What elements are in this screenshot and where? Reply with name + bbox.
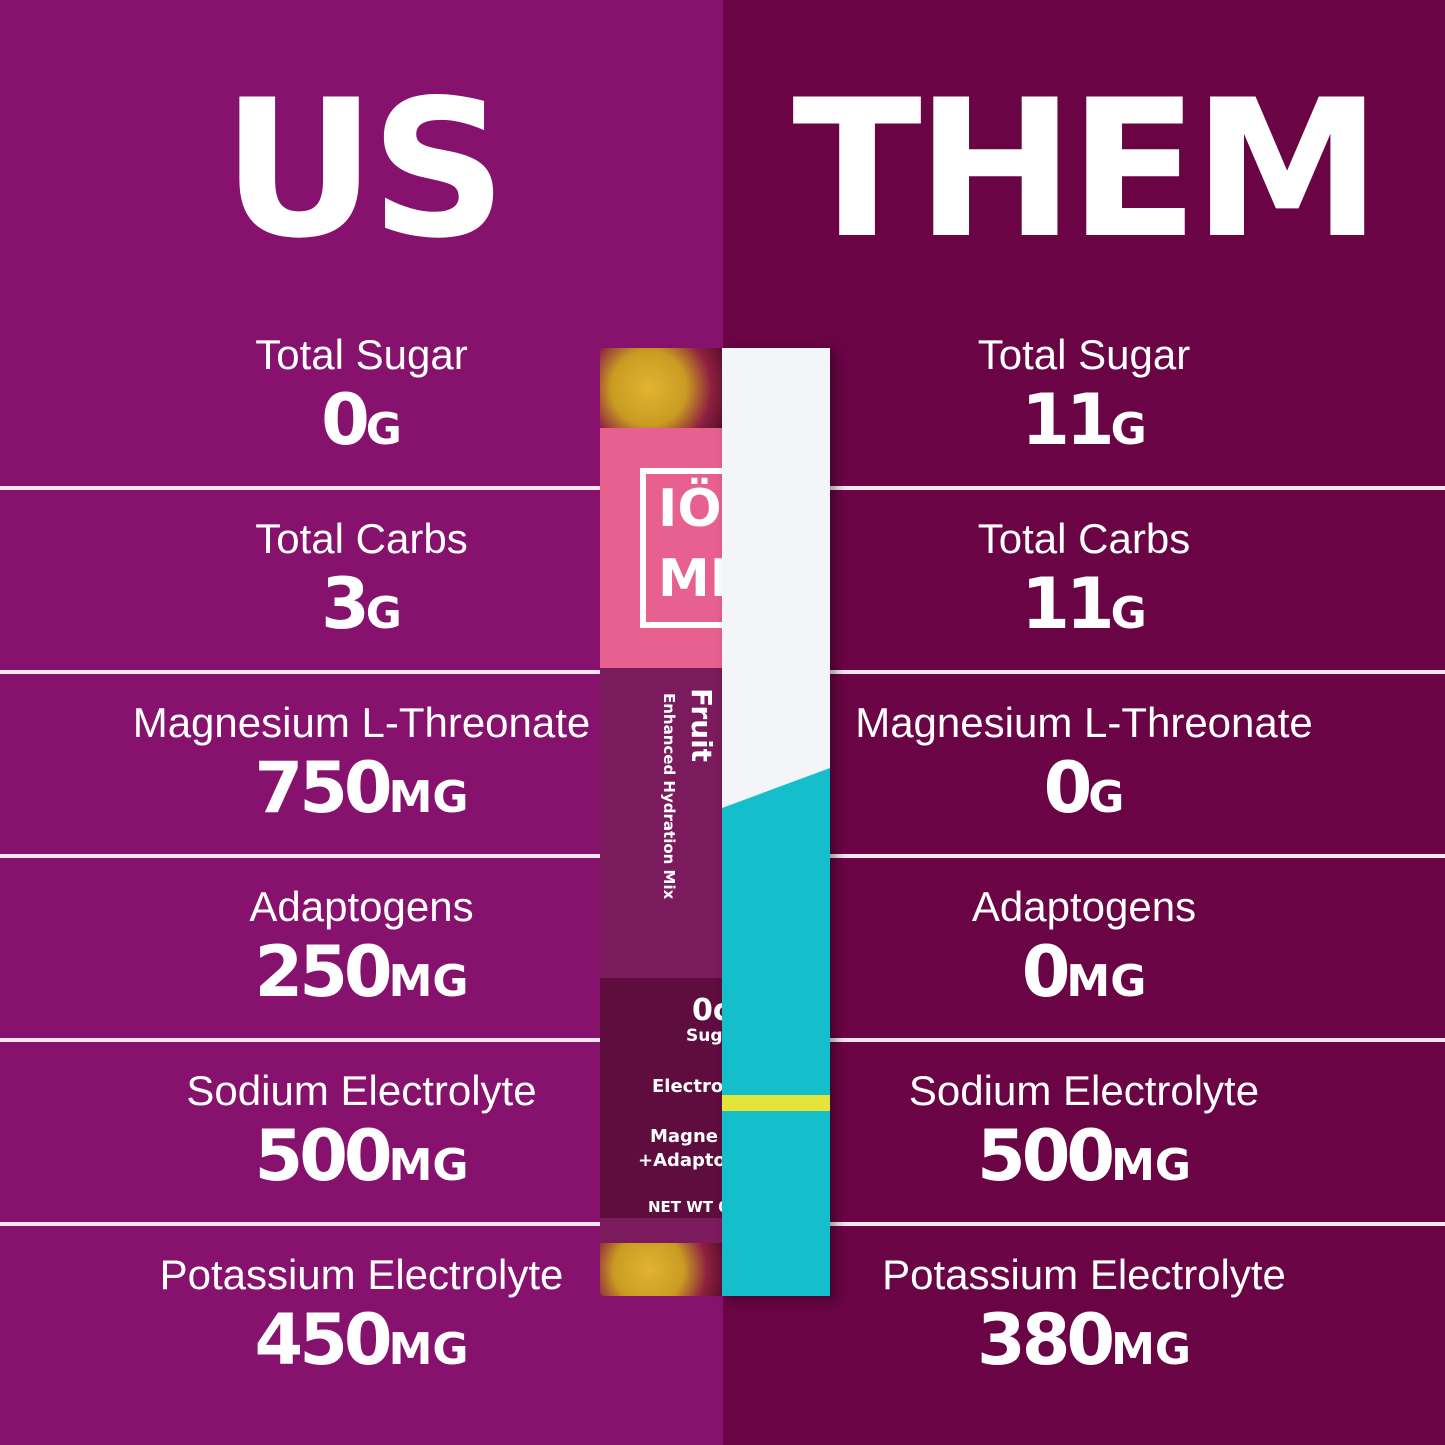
value-number: 3 xyxy=(321,563,370,645)
them-row: Total Sugar 11G xyxy=(723,330,1445,470)
value-unit: MG xyxy=(1111,1324,1192,1375)
them-row-label: Adaptogens xyxy=(971,883,1197,930)
them-row: Sodium Electrolyte 500MG xyxy=(723,1066,1445,1206)
us-row: Adaptogens 250MG xyxy=(0,882,723,1022)
them-panel: THEM Total Sugar 11G Total Carbs 11G Magne… xyxy=(723,0,1445,1445)
packet-subtitle: Enhanced Hydration Mix xyxy=(660,693,678,900)
packet-line-magnesium: Magne xyxy=(650,1126,718,1147)
them-row: Potassium Electrolyte 380MG xyxy=(723,1250,1445,1390)
us-row-value: 450MG xyxy=(0,1300,723,1390)
us-row: Magnesium L-Threonate 750MG xyxy=(0,698,723,838)
row-divider xyxy=(823,854,1445,858)
value-number: 380 xyxy=(976,1299,1115,1381)
packet-line-electrolytes: Electro xyxy=(652,1076,722,1097)
them-row: Total Carbs 11G xyxy=(723,514,1445,654)
value-unit: G xyxy=(1110,588,1147,639)
value-unit: G xyxy=(1110,404,1147,455)
value-unit: MG xyxy=(1111,1140,1192,1191)
them-row-label: Sodium Electrolyte xyxy=(908,1067,1260,1114)
value-number: 450 xyxy=(254,1299,392,1381)
row-divider xyxy=(0,486,625,490)
us-row-label: Total Sugar xyxy=(255,331,468,378)
us-row-label: Magnesium L-Threonate xyxy=(132,699,591,746)
value-number: 11 xyxy=(1021,379,1114,461)
them-row-label: Total Carbs xyxy=(977,515,1191,562)
them-row-value: 11G xyxy=(723,564,1445,654)
value-number: 11 xyxy=(1021,563,1114,645)
value-number: 0 xyxy=(1021,931,1071,1013)
value-unit: G xyxy=(1088,772,1125,823)
us-row: Potassium Electrolyte 450MG xyxy=(0,1250,723,1390)
them-row-value: 380MG xyxy=(723,1300,1445,1390)
us-row-value: 750MG xyxy=(0,748,723,838)
value-unit: MG xyxy=(1066,956,1147,1007)
us-row: Total Sugar 0G xyxy=(0,330,723,470)
packet-badge-label: Sug xyxy=(686,1026,722,1046)
brand-logo: IÖ MI xyxy=(640,468,722,628)
us-row: Total Carbs 3G xyxy=(0,514,723,654)
passion-fruit-image-bottom xyxy=(600,1243,722,1296)
us-row: Sodium Electrolyte 500MG xyxy=(0,1066,723,1206)
value-unit: MG xyxy=(388,1140,469,1191)
value-number: 0 xyxy=(321,379,370,461)
them-row-label: Potassium Electrolyte xyxy=(882,1251,1286,1298)
competitor-packet-half xyxy=(722,348,830,1296)
value-unit: MG xyxy=(388,956,469,1007)
value-unit: MG xyxy=(388,1324,469,1375)
them-row: Magnesium L-Threonate 0G xyxy=(723,698,1445,838)
them-row-value: 500MG xyxy=(723,1116,1445,1206)
packet-flavor: Fruit xyxy=(685,688,718,763)
us-row-label: Potassium Electrolyte xyxy=(159,1251,564,1298)
row-divider xyxy=(0,1038,625,1042)
row-divider xyxy=(0,1222,625,1226)
value-unit: G xyxy=(365,404,402,455)
them-row: Adaptogens 0MG xyxy=(723,882,1445,1022)
us-row-label: Adaptogens xyxy=(249,883,474,930)
passion-fruit-image xyxy=(600,348,722,428)
packet-line-adaptogens: +Adapto xyxy=(638,1150,722,1171)
value-unit: G xyxy=(365,588,402,639)
packet-badge-value: 0c xyxy=(692,993,722,1028)
product-packet-image: IÖ MI Fruit Enhanced Hydration Mix 0c Sug… xyxy=(600,348,832,1296)
row-divider xyxy=(823,670,1445,674)
us-row-label: Total Carbs xyxy=(255,515,468,562)
value-number: 750 xyxy=(254,747,392,829)
value-number: 500 xyxy=(254,1115,392,1197)
them-row-label: Total Sugar xyxy=(977,331,1191,378)
row-divider xyxy=(823,1038,1445,1042)
us-row-value: 3G xyxy=(0,564,723,654)
us-packet-half: IÖ MI Fruit Enhanced Hydration Mix 0c Sug… xyxy=(600,348,722,1296)
us-heading: US xyxy=(221,59,507,280)
row-divider xyxy=(823,1222,1445,1226)
row-divider xyxy=(0,854,625,858)
value-number: 0 xyxy=(1043,747,1093,829)
value-number: 500 xyxy=(976,1115,1115,1197)
them-row-label: Magnesium L-Threonate xyxy=(855,699,1313,746)
us-row-value: 0G xyxy=(0,380,723,470)
them-row-value: 11G xyxy=(723,380,1445,470)
them-row-value: 0MG xyxy=(723,932,1445,1022)
value-number: 250 xyxy=(254,931,392,1013)
us-row-value: 250MG xyxy=(0,932,723,1022)
them-row-value: 0G xyxy=(723,748,1445,838)
packet-net-weight: NET WT 0.2 xyxy=(648,1198,722,1216)
row-divider xyxy=(0,670,625,674)
value-unit: MG xyxy=(388,772,469,823)
them-heading: THEM xyxy=(792,59,1381,280)
us-row-label: Sodium Electrolyte xyxy=(186,1067,537,1114)
us-row-value: 500MG xyxy=(0,1116,723,1206)
row-divider xyxy=(823,486,1445,490)
